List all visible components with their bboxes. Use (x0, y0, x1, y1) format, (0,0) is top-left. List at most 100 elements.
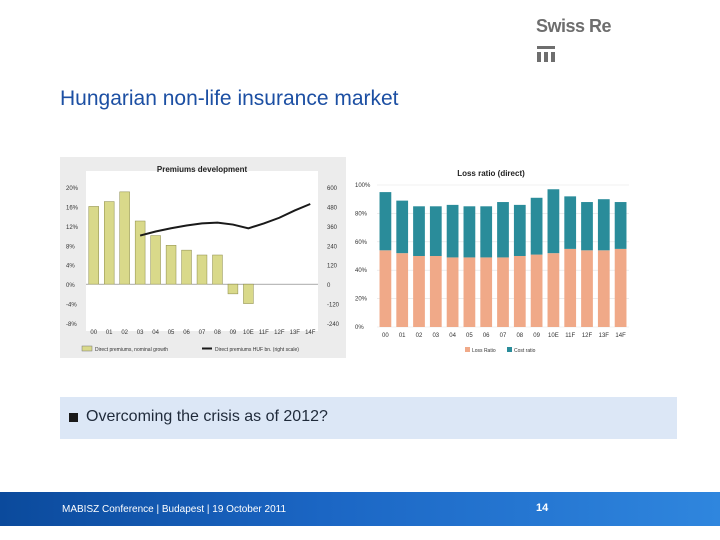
premiums-growth-bar (150, 235, 161, 285)
loss-ratio-category-label: 02 (416, 333, 423, 339)
premiums-right-tick: 240 (327, 244, 338, 250)
loss-ratio-bar (413, 256, 425, 327)
loss-ratio-chart-title: Loss ratio (direct) (457, 169, 525, 178)
loss-ratio-bar (581, 250, 593, 327)
premiums-growth-bar (227, 283, 239, 295)
loss-ratio-bar (564, 248, 577, 327)
cost-ratio-bar (513, 204, 526, 256)
loss-ratio-y-tick: 40% (355, 268, 368, 274)
loss-ratio-y-tick: 80% (355, 211, 368, 217)
cost-ratio-bar (446, 204, 459, 258)
premiums-chart-title: Premiums development (157, 165, 248, 174)
premiums-left-tick: -8% (66, 322, 77, 328)
legend-swatch-loss (465, 347, 470, 352)
loss-ratio-category-label: 06 (483, 333, 490, 339)
premiums-left-tick: -4% (66, 303, 77, 309)
bullet-square-icon (69, 413, 78, 422)
loss-ratio-category-label: 08 (516, 333, 523, 339)
premiums-growth-bar (119, 191, 130, 285)
premiums-category-label: 05 (168, 330, 175, 336)
loss-ratio-category-label: 04 (449, 333, 456, 339)
loss-ratio-category-label: 09 (533, 333, 540, 339)
page-number: 14 (536, 502, 549, 514)
swiss-re-mark-icon (537, 46, 555, 62)
premiums-growth-bar (165, 245, 177, 285)
loss-ratio-chart: Loss ratio (direct) 100% 80% 60% 40% 20% 0% 00… (349, 157, 633, 358)
legend-label-loss: Loss Ratio (472, 348, 496, 354)
premiums-category-label: 04 (152, 330, 159, 336)
loss-ratio-category-label: 12F (582, 333, 593, 339)
cost-ratio-bar (597, 199, 610, 251)
premiums-growth-bar (134, 220, 146, 285)
loss-ratio-bar (614, 248, 627, 327)
legend-swatch-cost (507, 347, 512, 352)
premiums-huf-line (139, 203, 311, 237)
premiums-left-tick: 12% (66, 225, 79, 231)
loss-ratio-category-label: 10E (548, 333, 559, 339)
legend-label-growth: Direct premiums, nominal growth (95, 347, 168, 353)
loss-ratio-category-label: 13F (599, 333, 610, 339)
loss-ratio-bar (547, 253, 560, 327)
premiums-category-label: 12F (274, 330, 285, 336)
premiums-left-tick: 8% (66, 244, 75, 250)
footer-bar: MABISZ Conference | Budapest | 19 Octobe… (0, 492, 720, 526)
cost-ratio-bar (497, 202, 509, 258)
premiums-right-tick: 480 (327, 205, 338, 211)
loss-ratio-category-label: 07 (500, 333, 507, 339)
premiums-growth-bar (181, 249, 192, 285)
loss-ratio-category-label: 14F (615, 333, 626, 339)
premiums-growth-bar (88, 206, 99, 285)
footer-text: MABISZ Conference | Budapest | 19 Octobe… (62, 504, 287, 515)
premiums-category-label: 14F (305, 330, 316, 336)
premiums-right-tick: 600 (327, 186, 338, 192)
loss-ratio-bar (463, 257, 476, 327)
loss-ratio-bar (446, 257, 459, 327)
premiums-category-label: 00 (90, 330, 97, 336)
premiums-category-label: 02 (121, 330, 128, 336)
cost-ratio-bar (429, 206, 442, 256)
premiums-category-label: 06 (183, 330, 190, 336)
cost-ratio-bar (581, 202, 593, 251)
legend-label-cost: Cost ratio (514, 348, 536, 354)
premiums-left-tick: 20% (66, 186, 79, 192)
premiums-right-tick: 360 (327, 225, 338, 231)
legend-label-huf: Direct premiums HUF bn. (right scale) (215, 347, 299, 353)
cost-ratio-bar (547, 189, 560, 254)
loss-ratio-bar (480, 257, 493, 327)
cost-ratio-bar (480, 206, 493, 258)
premiums-growth-bar (196, 254, 208, 285)
premiums-development-chart: Premiums development 20% 16% 12% 8% 4% 0% -4% -… (60, 157, 346, 358)
loss-ratio-y-tick: 0% (355, 325, 364, 331)
loss-ratio-bar (530, 254, 543, 327)
loss-ratio-category-label: 05 (466, 333, 473, 339)
premiums-chart-svg: Premiums development 20% 16% 12% 8% 4% 0% -4% -… (60, 157, 346, 358)
swiss-re-logo: Swiss Re (536, 16, 612, 36)
page-title: Hungarian non-life insurance market (60, 87, 399, 110)
premiums-category-label: 09 (230, 330, 237, 336)
cost-ratio-bar (379, 192, 392, 251)
cost-ratio-bar (614, 202, 627, 249)
legend-swatch-growth (81, 345, 93, 352)
premiums-growth-bar (243, 283, 254, 304)
loss-ratio-category-label: 01 (399, 333, 406, 339)
loss-ratio-chart-svg: Loss ratio (direct) 100% 80% 60% 40% 20% 0% 00… (349, 157, 633, 358)
premiums-category-label: 10E (243, 330, 254, 336)
premiums-category-label: 03 (137, 330, 144, 336)
bullet-text: Overcoming the crisis as of 2012? (86, 408, 328, 425)
premiums-growth-bar (104, 201, 115, 285)
cost-ratio-bar (530, 197, 543, 255)
loss-ratio-y-tick: 20% (355, 297, 368, 303)
loss-ratio-bar (429, 256, 442, 327)
premiums-left-tick: 4% (66, 264, 75, 270)
premiums-category-label: 08 (214, 330, 221, 336)
premiums-right-tick: 120 (327, 264, 338, 270)
premiums-left-tick: 0% (66, 283, 75, 289)
cost-ratio-bar (463, 206, 476, 258)
loss-ratio-category-label: 03 (432, 333, 439, 339)
loss-ratio-y-tick: 60% (355, 240, 368, 246)
premiums-category-label: 01 (106, 330, 113, 336)
loss-ratio-bar (597, 250, 610, 327)
cost-ratio-bar (413, 206, 425, 256)
loss-ratio-y-tick: 100% (355, 183, 371, 189)
loss-ratio-category-label: 00 (382, 333, 389, 339)
